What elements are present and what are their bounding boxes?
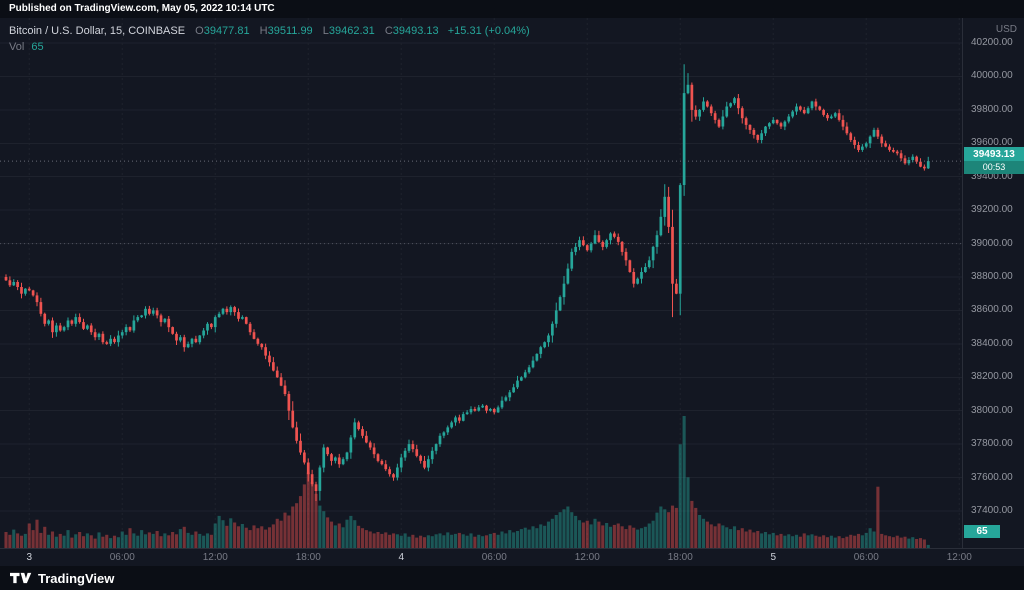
price-axis-unit: USD xyxy=(995,24,1017,35)
price-axis-label: 38400.00 xyxy=(971,337,1013,349)
price-axis-label: 37600.00 xyxy=(971,471,1013,483)
time-axis-label: 06:00 xyxy=(853,552,879,563)
tradingview-logo-icon xyxy=(10,572,32,584)
tradingview-logo[interactable]: TradingView xyxy=(10,571,114,586)
low-label: L xyxy=(322,25,329,37)
high-label: H xyxy=(259,25,268,37)
last-price-value: 39493.13 xyxy=(964,147,1024,162)
price-axis-label: 38800.00 xyxy=(971,271,1013,282)
price-axis-label: 39200.00 xyxy=(971,204,1013,216)
price-axis-label: 38600.00 xyxy=(971,304,1013,316)
time-axis-label: 06:00 xyxy=(109,552,135,563)
bar-countdown: 00:53 xyxy=(964,161,1024,175)
volume-label: Vol xyxy=(9,41,25,53)
time-axis-label: 4 xyxy=(398,552,405,563)
close-label: C xyxy=(384,25,393,37)
time-axis-label: 12:00 xyxy=(574,552,600,563)
price-axis-label: 38200.00 xyxy=(971,371,1013,383)
time-axis-label: 12:00 xyxy=(202,552,228,563)
publish-text: Published on TradingView.com, May 05, 20… xyxy=(9,3,275,14)
time-axis-label: 3 xyxy=(26,552,33,563)
legend-symbol-row: Bitcoin / U.S. Dollar, 15, COINBASE O394… xyxy=(9,23,530,39)
chart-area[interactable]: Bitcoin / U.S. Dollar, 15, COINBASE O394… xyxy=(0,18,1024,548)
symbol-title[interactable]: Bitcoin / U.S. Dollar, 15, COINBASE xyxy=(9,25,186,37)
time-axis[interactable]: 3 06:00 12:00 18:00 4 06:00 12:00 18:00 5 06:00 12… xyxy=(0,548,1024,566)
legend-volume-row: Vol 65 xyxy=(9,39,530,55)
time-axis-label: 5 xyxy=(770,552,777,563)
time-axis-label: 18:00 xyxy=(667,552,693,563)
open-value: 39477.81 xyxy=(203,25,250,37)
price-axis-label: 40000.00 xyxy=(971,70,1013,82)
open-label: O xyxy=(195,25,204,37)
last-price-badge: 39493.13 00:53 xyxy=(964,147,1024,175)
high-value: 39511.99 xyxy=(267,25,313,37)
price-axis[interactable]: USD 39493.13 00:53 65 40200.00 40000.00 39… xyxy=(962,18,1024,548)
price-axis-label: 37800.00 xyxy=(971,438,1013,450)
time-axis-label: 18:00 xyxy=(295,552,321,563)
time-axis-label: 06:00 xyxy=(481,552,507,563)
price-axis-label: 39600.00 xyxy=(971,137,1013,149)
tradingview-wordmark: TradingView xyxy=(38,570,115,586)
volume-badge: 65 xyxy=(964,525,1000,538)
legend: Bitcoin / U.S. Dollar, 15, COINBASE O394… xyxy=(9,23,530,55)
price-axis-label: 39400.00 xyxy=(971,170,1013,182)
price-axis-label: 39800.00 xyxy=(971,103,1013,115)
footer-bar: TradingView xyxy=(0,566,1024,590)
publish-bar: Published on TradingView.com, May 05, 20… xyxy=(0,0,1024,18)
price-axis-label: 39000.00 xyxy=(971,237,1013,249)
price-axis-label: 40200.00 xyxy=(971,37,1013,48)
candlestick-chart[interactable] xyxy=(0,18,962,548)
low-value: 39462.31 xyxy=(328,25,375,37)
volume-value: 65 xyxy=(31,41,44,53)
time-axis-label: 12:00 xyxy=(946,552,972,563)
price-axis-label: 38000.00 xyxy=(971,404,1013,416)
change-value: +15.31 (+0.04%) xyxy=(447,25,530,37)
close-value: 39493.13 xyxy=(392,25,439,37)
price-axis-label: 37400.00 xyxy=(971,505,1013,516)
